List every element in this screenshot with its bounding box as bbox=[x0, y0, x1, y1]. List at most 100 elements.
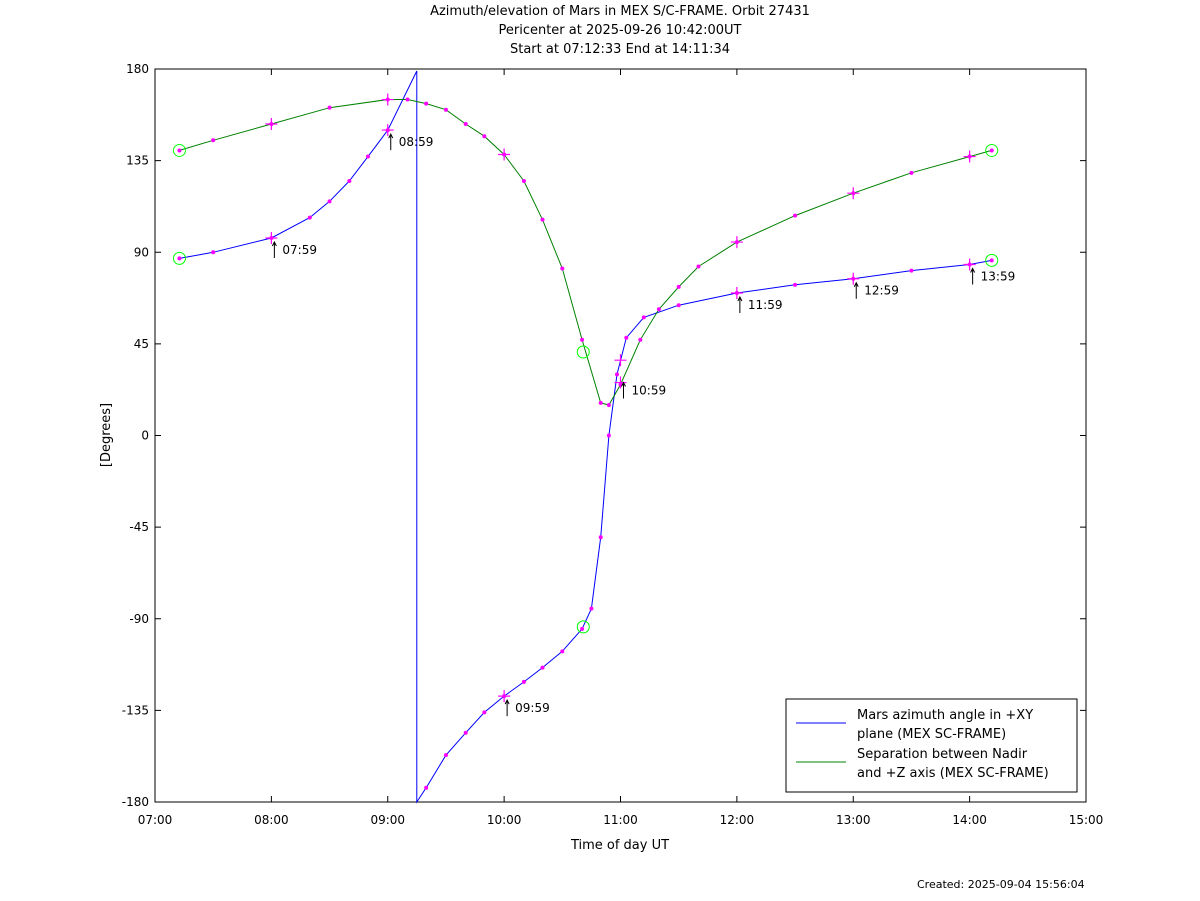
endpoint-circle-marker bbox=[985, 253, 999, 267]
data-point-dot bbox=[624, 335, 629, 340]
y-tick-label: 45 bbox=[134, 337, 149, 351]
y-tick-label: -90 bbox=[129, 612, 149, 626]
x-tick-label: 10:00 bbox=[487, 813, 522, 827]
data-point-dot bbox=[606, 433, 611, 438]
x-tick-label: 15:00 bbox=[1069, 813, 1104, 827]
hour-cross-marker bbox=[498, 148, 511, 161]
hour-cross-marker bbox=[963, 150, 976, 163]
legend-box bbox=[785, 698, 1078, 793]
data-point-dot bbox=[696, 264, 701, 269]
x-tick-label: 12:00 bbox=[720, 813, 755, 827]
data-point-dot bbox=[424, 785, 429, 790]
x-tick-label: 09:00 bbox=[370, 813, 405, 827]
annotation-label: 10:59 bbox=[632, 383, 667, 397]
hour-cross-marker bbox=[381, 124, 394, 137]
chart-subtitle-start-end: Start at 07:12:33 End at 14:11:34 bbox=[509, 42, 731, 57]
hour-cross-marker bbox=[381, 93, 394, 106]
data-point-dot bbox=[463, 730, 468, 735]
data-point-dot bbox=[638, 337, 643, 342]
data-point-dot bbox=[989, 258, 994, 263]
data-point-dot bbox=[560, 266, 565, 271]
x-tick-label: 08:00 bbox=[254, 813, 289, 827]
data-point-dot bbox=[443, 107, 448, 112]
annotation-label: 07:59 bbox=[282, 243, 317, 257]
data-point-dot bbox=[909, 170, 914, 175]
annotation-arrow bbox=[970, 267, 976, 285]
annotation-label: 13:59 bbox=[981, 269, 1016, 283]
annotation-label: 08:59 bbox=[399, 135, 434, 149]
x-axis-label: Time of day UT bbox=[570, 838, 669, 853]
annotation-arrow bbox=[853, 281, 859, 299]
data-point-dot bbox=[540, 665, 545, 670]
data-point-dot bbox=[598, 400, 603, 405]
data-point-dot bbox=[793, 213, 798, 218]
annotations: 07:59 08:59 09:59 10:59 11:59 12:59 13:59 bbox=[271, 132, 1016, 717]
hour-cross-marker bbox=[730, 236, 743, 249]
y-tick-label: 90 bbox=[134, 245, 149, 259]
data-point-dot bbox=[463, 121, 468, 126]
endpoint-circle-marker bbox=[576, 345, 590, 359]
annotation-arrow bbox=[737, 295, 743, 313]
series-lines bbox=[179, 70, 992, 804]
hour-cross-marker bbox=[847, 187, 860, 200]
data-point-dot bbox=[989, 148, 994, 153]
created-timestamp: Created: 2025-09-04 15:56:04 bbox=[917, 878, 1085, 891]
data-point-dot bbox=[521, 178, 526, 183]
endpoint-circle-marker bbox=[172, 251, 186, 265]
legend-label-1: plane (MEX SC-FRAME) bbox=[857, 727, 1006, 742]
y-tick-label: 0 bbox=[141, 429, 149, 443]
endpoint-circle-marker bbox=[985, 143, 999, 157]
x-tick-label: 14:00 bbox=[952, 813, 987, 827]
legend: Mars azimuth angle in +XY plane (MEX SC-F… bbox=[785, 698, 1078, 793]
data-point-dot bbox=[327, 105, 332, 110]
axes: 07:00 08:00 09:00 10:00 11:00 12:00 13:00 14:00… bbox=[122, 62, 1104, 827]
data-point-dot bbox=[405, 97, 410, 102]
hour-cross-marker bbox=[614, 354, 627, 367]
data-point-dot bbox=[598, 535, 603, 540]
data-point-dot bbox=[580, 626, 585, 631]
legend-label-2: and +Z axis (MEX SC-FRAME) bbox=[857, 766, 1049, 781]
data-point-dot bbox=[482, 134, 487, 139]
data-point-dot bbox=[211, 250, 216, 255]
plot-frame bbox=[154, 68, 1087, 803]
hour-cross-marker bbox=[730, 286, 743, 299]
data-point-dot bbox=[443, 753, 448, 758]
data-point-dot bbox=[606, 402, 611, 407]
x-tick-label: 07:00 bbox=[138, 813, 173, 827]
series-line-1 bbox=[179, 70, 992, 804]
annotation-arrow bbox=[621, 381, 626, 399]
y-tick-label: -45 bbox=[129, 520, 149, 534]
data-point-dot bbox=[676, 303, 681, 308]
data-point-dot bbox=[793, 282, 798, 287]
annotation-arrow bbox=[271, 240, 277, 258]
annotation-label: 09:59 bbox=[515, 701, 550, 715]
data-point-dot bbox=[211, 138, 216, 143]
data-point-dot bbox=[307, 215, 312, 220]
data-point-dot bbox=[540, 217, 545, 222]
hour-cross-marker bbox=[963, 258, 976, 271]
annotation-label: 11:59 bbox=[748, 298, 783, 312]
y-tick-label: -135 bbox=[122, 703, 149, 717]
legend-label-1: Mars azimuth angle in +XY bbox=[857, 708, 1033, 723]
x-tick-label: 11:00 bbox=[603, 813, 638, 827]
data-point-dot bbox=[365, 154, 370, 159]
annotation-label: 12:59 bbox=[864, 284, 899, 298]
chart-subtitle-pericenter: Pericenter at 2025-09-26 10:42:00UT bbox=[498, 23, 742, 38]
hour-cross-marker bbox=[265, 117, 278, 130]
chart-title: Azimuth/elevation of Mars in MEX S/C-FRA… bbox=[430, 4, 810, 19]
data-point-dot bbox=[327, 199, 332, 204]
markers bbox=[172, 93, 999, 790]
annotation-arrow bbox=[388, 132, 394, 151]
y-tick-label: 135 bbox=[126, 154, 149, 168]
hour-cross-marker bbox=[265, 231, 278, 244]
legend-label-2: Separation between Nadir bbox=[857, 747, 1028, 762]
data-point-dot bbox=[424, 101, 429, 106]
data-point-dot bbox=[521, 679, 526, 684]
endpoint-circle-marker bbox=[576, 620, 590, 634]
data-point-dot bbox=[641, 315, 646, 320]
endpoint-circle-marker bbox=[172, 143, 186, 157]
series-line-2 bbox=[179, 99, 992, 406]
data-point-dot bbox=[676, 284, 681, 289]
data-point-dot bbox=[482, 710, 487, 715]
